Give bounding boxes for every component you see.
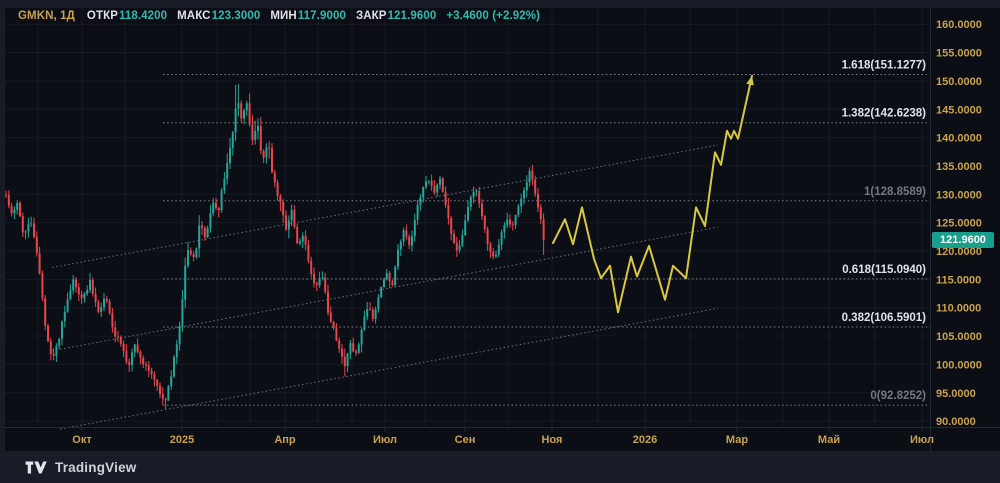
grid (5, 8, 930, 427)
time-axis-label: Окт (72, 434, 92, 446)
close-label: ЗАКР (355, 10, 387, 22)
fib-extension-levels[interactable]: 1.618(151.1277) 1.382(142.6238) 1(128.8589… (163, 60, 930, 406)
price-axis-label: 130.0000 (936, 189, 982, 201)
time-axis-label: Май (818, 434, 840, 446)
time-axis-label: Мар (726, 434, 748, 446)
time-axis[interactable]: Окт 2025 Апр Июл Сен Ноя 2026 Мар Май Июл (72, 427, 934, 447)
axis-borders (5, 8, 1000, 451)
low-value: 117.9000 (297, 10, 346, 22)
price-axis-label: 140.0000 (936, 133, 982, 145)
price-axis-label: 145.0000 (936, 104, 982, 116)
open-value: 118.4200 (118, 10, 168, 22)
time-axis-label: Сен (455, 434, 476, 446)
price-axis-label: 95.0000 (936, 388, 976, 400)
fib-level-label: 1(128.8589) (864, 186, 926, 198)
projection-path[interactable] (552, 74, 754, 314)
high-label: МАКС (177, 10, 211, 22)
price-axis-label: 90.0000 (936, 416, 976, 428)
symbol-title[interactable]: GMKN, 1Д (18, 10, 75, 22)
last-price-badge: 121.9600 (932, 231, 994, 248)
fib-level-label: 0.382(106.5901) (842, 312, 927, 324)
time-axis-label: Июл (373, 434, 397, 446)
price-axis-label: 110.0000 (936, 303, 981, 315)
tradingview-brand[interactable]: TradingView (55, 459, 137, 475)
price-axis-label: 120.0000 (936, 246, 982, 258)
fib-level-label: 0.618(115.0940) (842, 264, 926, 276)
price-axis-label: 115.0000 (936, 274, 981, 286)
price-axis-label: 100.0000 (936, 359, 982, 371)
price-axis-label: 105.0000 (936, 331, 982, 343)
time-axis-label: Апр (274, 434, 296, 446)
time-axis-label: Июл (910, 434, 934, 446)
open-label: ОТКР (86, 10, 118, 22)
trend-channel-lines[interactable] (51, 144, 719, 430)
attribution-bar: TradingView (0, 451, 1000, 483)
price-axis-label: 150.0000 (936, 76, 982, 88)
price-axis[interactable]: 160.0000 155.0000 150.0000 145.0000 140.0000… (936, 19, 982, 428)
projection-arrowhead (746, 75, 754, 86)
time-axis-label: 2026 (633, 434, 657, 446)
high-value: 123.3000 (211, 10, 261, 22)
low-label: МИН (270, 10, 297, 22)
price-axis-label: 155.0000 (936, 48, 982, 60)
price-axis-label: 125.0000 (936, 218, 982, 230)
ohlc-header: GMKN, 1Д ОТКР 118.4200 МАКС 123.3000 МИН… (18, 10, 540, 22)
price-chart-canvas[interactable]: 1.618(151.1277) 1.382(142.6238) 1(128.8589… (0, 0, 1000, 451)
tradingview-logo-icon[interactable] (25, 460, 47, 475)
change-value: +3.4600 (+2.92%) (446, 10, 540, 22)
fib-level-label: 1.618(151.1277) (842, 60, 927, 72)
candlestick-series (5, 83, 545, 410)
price-axis-label: 160.0000 (936, 19, 982, 31)
close-value: 121.9600 (387, 10, 437, 22)
fib-level-label: 0(92.8252) (870, 390, 926, 402)
time-axis-label: 2025 (170, 434, 194, 446)
fib-level-label: 1.382(142.6238) (842, 108, 927, 120)
price-axis-label: 135.0000 (936, 161, 982, 173)
time-axis-label: Ноя (542, 434, 563, 446)
